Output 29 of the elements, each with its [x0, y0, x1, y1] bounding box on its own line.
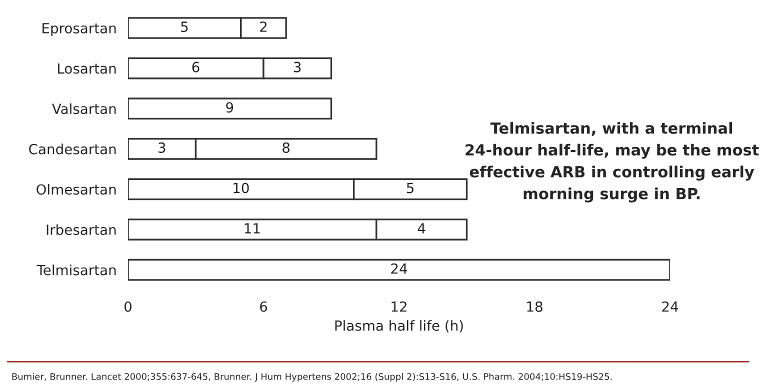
x-tick-label: 12	[392, 301, 406, 312]
y-tick-label: Candesartan	[29, 144, 116, 154]
x-tick-label: 24	[662, 301, 678, 312]
x-tick-label: 6	[260, 301, 268, 312]
text: Bumier, Brunner. Lancet 2000;355:637-645, Brunner. J Hum Hypertens 2002;16 (Suppl 2):S13-S16, U.S. Pharm. 2004;10:HS19-HS25.	[12, 372, 612, 382]
data-label: 3	[158, 142, 166, 153]
data-label: 4	[418, 223, 426, 234]
y-tick-label: Valsartan	[52, 103, 116, 114]
data-label: 5	[181, 22, 188, 32]
data-label: 3	[294, 62, 301, 72]
data-label: 10	[234, 182, 249, 194]
y-tick-label: Telmisartan	[36, 264, 116, 276]
bar	[128, 258, 670, 281]
data-label: 6	[192, 62, 200, 72]
x-tick-label: 18	[527, 301, 542, 312]
y-tick-label: Irbesartan	[46, 224, 116, 236]
y-tick-label: Losartan	[58, 63, 116, 74]
x-tick-label: 0	[124, 301, 132, 312]
data-label: 5	[406, 182, 414, 194]
data-label: 8	[282, 142, 290, 153]
y-tick-label: Olmesartan	[36, 184, 116, 195]
data-label: 11	[244, 223, 260, 234]
y-tick-label: Eprosartan	[42, 23, 116, 36]
x-axis-title: Plasma half life (h)	[335, 320, 463, 332]
data-label: 9	[226, 102, 234, 113]
data-label: 24	[391, 263, 408, 274]
bar	[128, 98, 332, 120]
data-label: 2	[260, 22, 267, 32]
annotation: Telmisartan, with a terminal 24-hour half-life, may be the most effective ARB in controlling early morning surge in BP.	[466, 122, 759, 202]
